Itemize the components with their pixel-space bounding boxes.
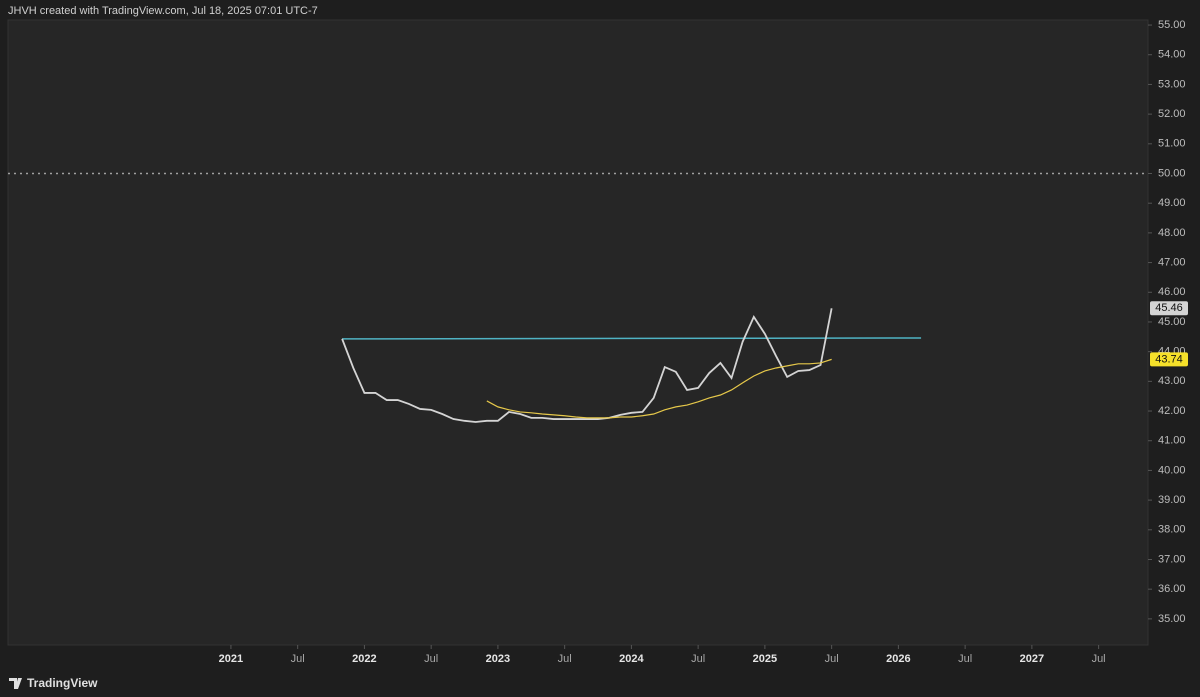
x-tick-label: Jul bbox=[1092, 653, 1106, 665]
x-tick-label: Jul bbox=[825, 653, 839, 665]
y-tick-label: 43.00 bbox=[1158, 375, 1186, 387]
y-tick-label: 37.00 bbox=[1158, 553, 1186, 565]
price-label-bg bbox=[1150, 301, 1188, 316]
series-line bbox=[341, 308, 833, 423]
logo-icon bbox=[9, 678, 22, 689]
price-label: 43.74 bbox=[1155, 353, 1183, 365]
x-tick-label: 2021 bbox=[219, 653, 243, 665]
y-tick-label: 52.00 bbox=[1158, 108, 1186, 120]
y-tick-label: 39.00 bbox=[1158, 494, 1186, 506]
plot-area bbox=[7, 19, 1149, 646]
y-tick-label: 41.00 bbox=[1158, 435, 1186, 447]
y-tick-label: 51.00 bbox=[1158, 138, 1186, 150]
y-tick-label: 42.00 bbox=[1158, 405, 1186, 417]
footer-brand: TradingView bbox=[27, 676, 98, 690]
y-tick-label: 48.00 bbox=[1158, 227, 1186, 239]
x-tick-label: 2026 bbox=[886, 653, 910, 665]
y-tick-label: 53.00 bbox=[1158, 78, 1186, 90]
y-tick-label: 50.00 bbox=[1158, 167, 1186, 179]
y-tick-label: 46.00 bbox=[1158, 286, 1186, 298]
y-tick-label: 45.00 bbox=[1158, 316, 1186, 328]
chart-title: JHVH created with TradingView.com, Jul 1… bbox=[8, 5, 318, 17]
x-tick-label: 2022 bbox=[352, 653, 376, 665]
series-line bbox=[486, 358, 832, 419]
y-tick-label: 38.00 bbox=[1158, 524, 1186, 536]
y-tick-label: 49.00 bbox=[1158, 197, 1186, 209]
price-label: 45.46 bbox=[1155, 302, 1183, 314]
x-tick-label: Jul bbox=[958, 653, 972, 665]
y-tick-label: 54.00 bbox=[1158, 49, 1186, 61]
logo: TradingView bbox=[9, 676, 98, 690]
x-tick-label: Jul bbox=[558, 653, 572, 665]
y-tick-label: 55.00 bbox=[1158, 19, 1186, 31]
trendline bbox=[342, 337, 922, 340]
price-label-bg bbox=[1150, 352, 1188, 367]
y-tick-label: 35.00 bbox=[1158, 613, 1186, 625]
y-tick-label: 47.00 bbox=[1158, 256, 1186, 268]
x-tick-label: Jul bbox=[291, 653, 305, 665]
x-tick-label: Jul bbox=[424, 653, 438, 665]
x-tick-label: 2023 bbox=[486, 653, 510, 665]
x-tick-label: 2024 bbox=[619, 653, 644, 665]
x-tick-label: Jul bbox=[691, 653, 705, 665]
y-tick-label: 40.00 bbox=[1158, 464, 1186, 476]
y-tick-label: 36.00 bbox=[1158, 583, 1186, 595]
x-tick-label: 2027 bbox=[1020, 653, 1044, 665]
x-tick-label: 2025 bbox=[753, 653, 777, 665]
